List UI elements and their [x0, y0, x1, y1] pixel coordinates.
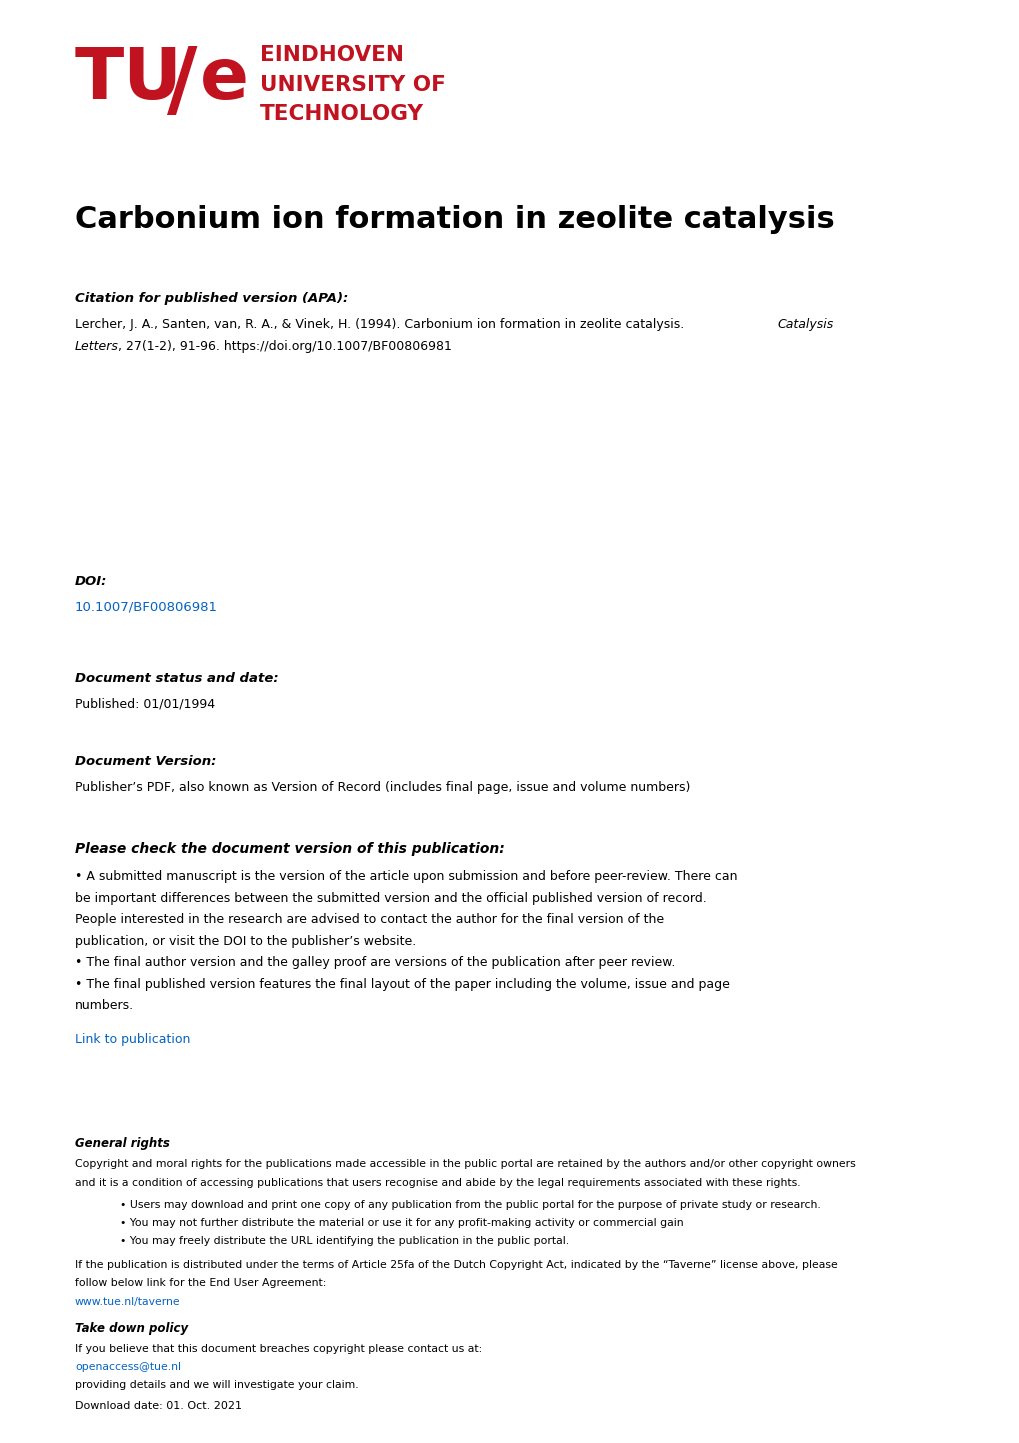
Text: • The final published version features the final layout of the paper including t: • The final published version features t…	[75, 977, 730, 990]
Text: General rights: General rights	[75, 1137, 170, 1150]
Text: Citation for published version (APA):: Citation for published version (APA):	[75, 291, 347, 304]
Text: Letters: Letters	[75, 339, 119, 352]
Text: Please check the document version of this publication:: Please check the document version of thi…	[75, 843, 504, 856]
Text: 10.1007/BF00806981: 10.1007/BF00806981	[75, 600, 218, 613]
Text: TECHNOLOGY: TECHNOLOGY	[260, 104, 424, 124]
Text: People interested in the research are advised to contact the author for the fina: People interested in the research are ad…	[75, 913, 663, 926]
Text: numbers.: numbers.	[75, 999, 133, 1012]
Text: Copyright and moral rights for the publications made accessible in the public po: Copyright and moral rights for the publi…	[75, 1159, 855, 1169]
Text: Publisher’s PDF, also known as Version of Record (includes final page, issue and: Publisher’s PDF, also known as Version o…	[75, 781, 690, 794]
Text: TU: TU	[75, 45, 182, 114]
Text: follow below link for the End User Agreement:: follow below link for the End User Agree…	[75, 1278, 326, 1289]
Text: Published: 01/01/1994: Published: 01/01/1994	[75, 697, 215, 710]
Text: Download date: 01. Oct. 2021: Download date: 01. Oct. 2021	[75, 1401, 242, 1411]
Text: Carbonium ion formation in zeolite catalysis: Carbonium ion formation in zeolite catal…	[75, 205, 834, 234]
Text: openaccess@tue.nl: openaccess@tue.nl	[75, 1362, 180, 1372]
Text: www.tue.nl/taverne: www.tue.nl/taverne	[75, 1297, 180, 1307]
Text: • The final author version and the galley proof are versions of the publication : • The final author version and the galle…	[75, 957, 675, 970]
Text: • You may not further distribute the material or use it for any profit-making ac: • You may not further distribute the mat…	[120, 1218, 683, 1228]
Text: EINDHOVEN: EINDHOVEN	[260, 45, 404, 65]
Text: Document status and date:: Document status and date:	[75, 672, 278, 685]
Text: If you believe that this document breaches copyright please contact us at:: If you believe that this document breach…	[75, 1343, 482, 1354]
Text: • A submitted manuscript is the version of the article upon submission and befor: • A submitted manuscript is the version …	[75, 870, 737, 883]
Text: Link to publication: Link to publication	[75, 1033, 191, 1046]
Text: If the publication is distributed under the terms of Article 25fa of the Dutch C: If the publication is distributed under …	[75, 1260, 837, 1270]
Text: • Users may download and print one copy of any publication from the public porta: • Users may download and print one copy …	[120, 1199, 820, 1209]
Text: Lercher, J. A., Santen, van, R. A., & Vinek, H. (1994). Carbonium ion formation : Lercher, J. A., Santen, van, R. A., & Vi…	[75, 317, 688, 330]
Text: /: /	[167, 43, 198, 124]
Text: providing details and we will investigate your claim.: providing details and we will investigat…	[75, 1381, 359, 1391]
Text: Document Version:: Document Version:	[75, 755, 216, 768]
Text: UNIVERSITY OF: UNIVERSITY OF	[260, 75, 445, 94]
Text: DOI:: DOI:	[75, 574, 107, 587]
Text: Catalysis: Catalysis	[776, 317, 833, 330]
Text: publication, or visit the DOI to the publisher’s website.: publication, or visit the DOI to the pub…	[75, 935, 416, 948]
Text: e: e	[200, 45, 249, 114]
Text: Take down policy: Take down policy	[75, 1322, 187, 1335]
Text: , 27(1-2), 91-96. https://doi.org/10.1007/BF00806981: , 27(1-2), 91-96. https://doi.org/10.100…	[118, 339, 451, 352]
Text: and it is a condition of accessing publications that users recognise and abide b: and it is a condition of accessing publi…	[75, 1177, 800, 1188]
Text: • You may freely distribute the URL identifying the publication in the public po: • You may freely distribute the URL iden…	[120, 1237, 569, 1247]
Text: be important differences between the submitted version and the official publishe: be important differences between the sub…	[75, 892, 706, 905]
